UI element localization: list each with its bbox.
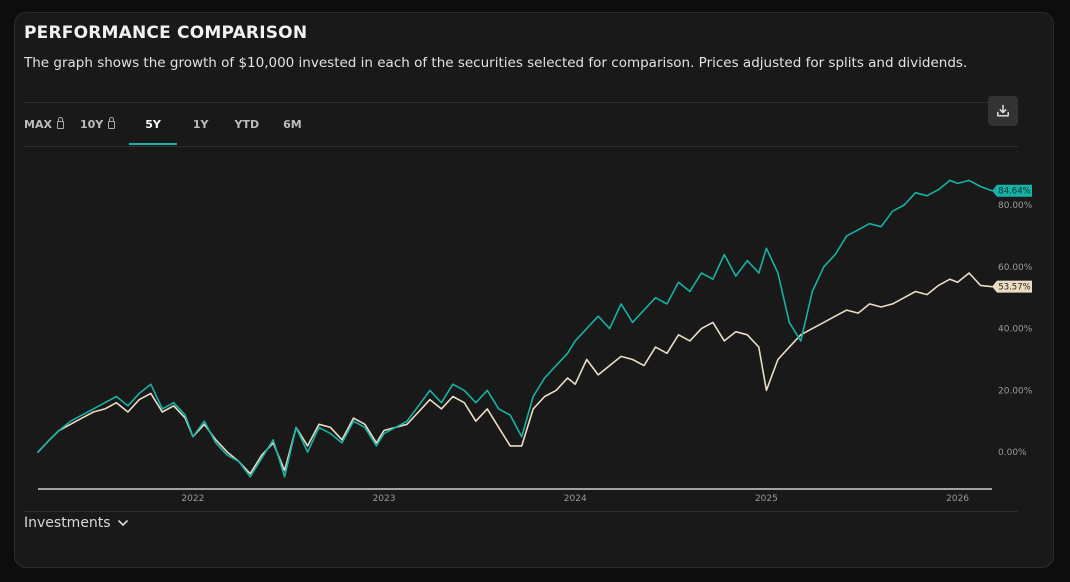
chevron-down-icon: [117, 520, 128, 526]
x-tick-label: 2024: [564, 494, 587, 504]
tab-ytd-label: YTD: [234, 117, 260, 131]
tab-5y-label: 5Y: [145, 117, 161, 131]
tab-5y[interactable]: 5Y: [129, 103, 177, 145]
series-group: [37, 179, 993, 478]
download-button[interactable]: [988, 96, 1018, 126]
end-label-tag: [992, 280, 1032, 293]
x-tick-label: 2022: [181, 494, 204, 504]
download-icon: [997, 104, 1009, 117]
chart-description: The graph shows the growth of $10,000 in…: [24, 55, 968, 71]
x-tick-label: 2023: [373, 494, 396, 504]
divider-top: [24, 102, 1018, 103]
timeframe-tabs: MAX 10Y 5Y 1Y YTD 6M: [24, 103, 302, 145]
end-label-teal: 84.64%: [992, 184, 1032, 197]
investments-toggle[interactable]: Investments: [24, 515, 129, 531]
tab-ytd[interactable]: YTD: [234, 103, 259, 145]
divider-tabs: [24, 146, 1018, 147]
lock-icon: [108, 117, 116, 129]
y-axis: 0.00% 20.00% 40.00% 60.00% 80.00%: [998, 201, 1033, 458]
tab-1y[interactable]: 1Y: [193, 103, 209, 145]
divider-bottom: [24, 511, 1018, 512]
performance-card: [14, 12, 1054, 568]
tab-6m[interactable]: 6M: [283, 103, 302, 145]
end-label-tag: [992, 184, 1032, 197]
x-tick-label: 2025: [755, 494, 778, 504]
tab-1y-label: 1Y: [192, 117, 209, 131]
y-tick-label: 60.00%: [998, 263, 1033, 273]
end-label-text: 53.57%: [998, 283, 1030, 293]
y-tick-label: 80.00%: [998, 201, 1033, 211]
y-tick-label: 0.00%: [998, 448, 1027, 458]
end-label-beige: 53.57%: [992, 280, 1032, 293]
series-line-beige: [37, 272, 993, 475]
page-title: PERFORMANCE COMPARISON: [24, 23, 308, 43]
investments-label: Investments: [24, 515, 111, 531]
tab-max-label: MAX: [24, 117, 52, 131]
lock-icon: [56, 117, 64, 129]
tab-10y-label: 10Y: [79, 117, 104, 131]
tab-6m-label: 6M: [283, 117, 302, 131]
y-tick-label: 40.00%: [998, 325, 1033, 335]
tab-max[interactable]: MAX: [24, 103, 64, 145]
y-tick-label: 20.00%: [998, 386, 1033, 396]
tab-10y[interactable]: 10Y: [79, 103, 116, 145]
x-tick-label: 2026: [946, 494, 969, 504]
series-line-teal: [37, 179, 993, 478]
x-axis: 2022 2023 2024 2025 2026: [181, 494, 969, 504]
end-labels: 84.64% 53.57%: [992, 184, 1032, 293]
end-label-text: 84.64%: [998, 187, 1030, 197]
performance-chart: 0.00%20.00%40.00%60.00%80.00% 2022 2023 20…: [37, 179, 1033, 504]
